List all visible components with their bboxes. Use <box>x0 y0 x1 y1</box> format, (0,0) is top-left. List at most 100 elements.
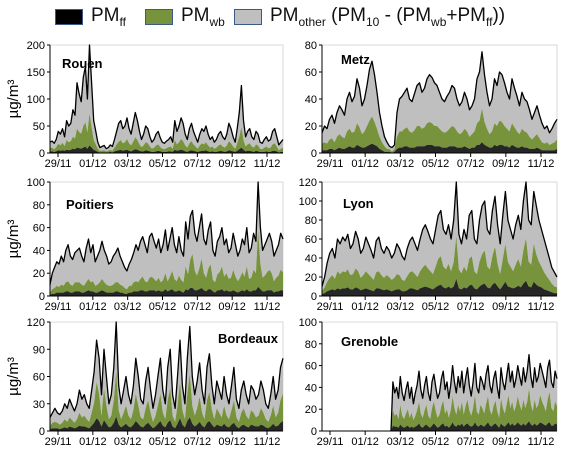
y-tick-label: 20 <box>305 404 317 416</box>
legend-subscript: ff <box>486 14 493 29</box>
x-tick-label: 07/12 <box>457 158 485 170</box>
legend-subscript: 10 <box>365 14 380 29</box>
series-pm-other-area <box>50 182 283 293</box>
x-tick-label: 07/12 <box>184 301 212 313</box>
legend-swatch-ff <box>55 9 83 25</box>
x-tick-label: 03/12 <box>387 158 415 170</box>
y-tick-label: 90 <box>33 344 45 356</box>
x-tick-label: 29/11 <box>45 158 72 170</box>
legend-item-ff: PMff <box>55 5 126 29</box>
x-tick-label: 11/12 <box>254 158 281 170</box>
chart-panel-metz: 0 20 40 60 80 29/11 01/12 03/12 05/12 07/12 09/12 1… <box>305 40 558 170</box>
chart-panel-poitiers: 0 20 40 60 80 100 29/11 01/12 03/12 05/12 07/12 09/… <box>5 177 284 313</box>
x-tick-label: 07/12 <box>457 301 485 313</box>
chart-panel-rouen: 0 50 100 150 200 29/11 01/12 03/12 05/12 07/12 09/… <box>5 40 284 170</box>
x-tick-label: 03/12 <box>387 301 415 313</box>
y-tick-label: 40 <box>305 94 317 106</box>
series-pm-wb-area <box>50 113 283 153</box>
y-tick-label: 80 <box>305 215 317 227</box>
y-tick-label: 80 <box>305 40 317 52</box>
legend-text: +PM <box>446 5 486 27</box>
series-pm-ff-area <box>50 286 283 296</box>
x-tick-label: 03/12 <box>114 158 142 170</box>
y-tick-label: 20 <box>33 268 45 280</box>
legend-text: - (PM <box>379 5 432 27</box>
y-tick-label: 80 <box>33 200 45 212</box>
x-tick-label: 01/12 <box>79 301 107 313</box>
legend-label-ff: PMff <box>91 5 126 29</box>
y-tick-label: 0 <box>39 148 45 160</box>
y-tick-label: 30 <box>33 399 45 411</box>
legend: PMff PMwb PMother (PM10 - (PMwb+PMff)) <box>0 0 577 36</box>
x-tick-label: 09/12 <box>492 436 520 448</box>
series-pm10-line <box>49 44 284 150</box>
series-pm-other-area <box>391 354 557 431</box>
x-tick-label: 09/12 <box>492 158 520 170</box>
x-tick-label: 07/12 <box>184 158 212 170</box>
x-tick-label: 09/12 <box>492 301 520 313</box>
series-pm10-line <box>49 321 284 418</box>
x-tick-label: 29/11 <box>317 436 344 448</box>
x-tick-label: 01/12 <box>351 436 379 448</box>
chart-title: Lyon <box>343 196 374 211</box>
chart-panel-bordeaux: 0 30 60 90 120 29/11 01/12 03/12 05/12 07/12 09/12… <box>5 317 284 448</box>
series-pm10-line <box>321 181 558 287</box>
series-pm-ff-area <box>322 278 557 296</box>
x-tick-label: 29/11 <box>45 301 72 313</box>
y-tick-label: 40 <box>305 253 317 265</box>
x-tick-label: 11/12 <box>528 301 555 313</box>
y-tick-label: 80 <box>305 339 317 351</box>
legend-item-wb: PMwb <box>145 5 225 29</box>
x-tick-label: 01/12 <box>351 301 379 313</box>
y-tick-label: 40 <box>305 382 317 394</box>
series-pm10-line <box>321 51 558 149</box>
y-tick-label: 100 <box>299 196 317 208</box>
y-tick-label: 120 <box>299 177 317 189</box>
y-tick-label: 60 <box>33 372 45 384</box>
y-tick-label: 100 <box>27 177 45 189</box>
x-tick-label: 11/12 <box>528 158 555 170</box>
y-tick-label: 100 <box>299 317 317 329</box>
x-tick-label: 29/11 <box>317 158 344 170</box>
x-tick-label: 11/12 <box>528 436 555 448</box>
legend-label-wb: PMwb <box>181 5 225 29</box>
chart-panel-grenoble: 0 20 40 60 80 100 29/11 01/12 03/12 05/12 07/12 09/… <box>299 317 558 448</box>
y-tick-label: 0 <box>311 426 317 438</box>
series-pm-ff-area <box>391 421 557 431</box>
y-tick-label: 60 <box>305 361 317 373</box>
legend-label-other: PMother (PM10 - (PMwb+PMff)) <box>270 5 506 29</box>
chart-title: Metz <box>341 52 370 67</box>
y-axis-label: µg/m³ <box>5 220 22 259</box>
legend-swatch-wb <box>145 9 173 25</box>
x-tick-label: 29/11 <box>45 436 72 448</box>
x-tick-label: 03/12 <box>114 436 142 448</box>
x-tick-label: 09/12 <box>218 158 246 170</box>
x-tick-label: 05/12 <box>149 436 177 448</box>
x-tick-label: 09/12 <box>218 436 246 448</box>
series-pm-wb-area <box>391 388 557 431</box>
series-pm-other-area <box>322 182 557 292</box>
y-tick-label: 200 <box>27 40 45 52</box>
y-tick-label: 0 <box>39 291 45 303</box>
series-pm10-line <box>49 181 284 285</box>
x-tick-label: 03/12 <box>114 301 142 313</box>
chart-title: Rouen <box>62 56 103 71</box>
chart-panel-lyon: 0 20 40 60 80 100 120 29/11 01/12 03/12 05/12 07/12… <box>299 177 558 313</box>
series-pm-ff-area <box>50 145 283 153</box>
y-tick-label: 60 <box>33 223 45 235</box>
x-tick-label: 03/12 <box>387 436 415 448</box>
series-pm-ff-area <box>322 142 557 153</box>
series-pm-wb-area <box>50 229 283 295</box>
y-tick-label: 60 <box>305 234 317 246</box>
y-tick-label: 120 <box>27 317 45 329</box>
y-axis-label: µg/m³ <box>5 80 22 119</box>
x-tick-label: 11/12 <box>254 436 281 448</box>
y-tick-label: 50 <box>33 121 45 133</box>
chart-title: Grenoble <box>341 334 398 349</box>
legend-formula: 10 - (PMwb+PMff)) <box>365 5 505 29</box>
x-tick-label: 07/12 <box>457 436 485 448</box>
x-tick-label: 05/12 <box>422 301 450 313</box>
legend-swatch-other <box>234 9 262 25</box>
